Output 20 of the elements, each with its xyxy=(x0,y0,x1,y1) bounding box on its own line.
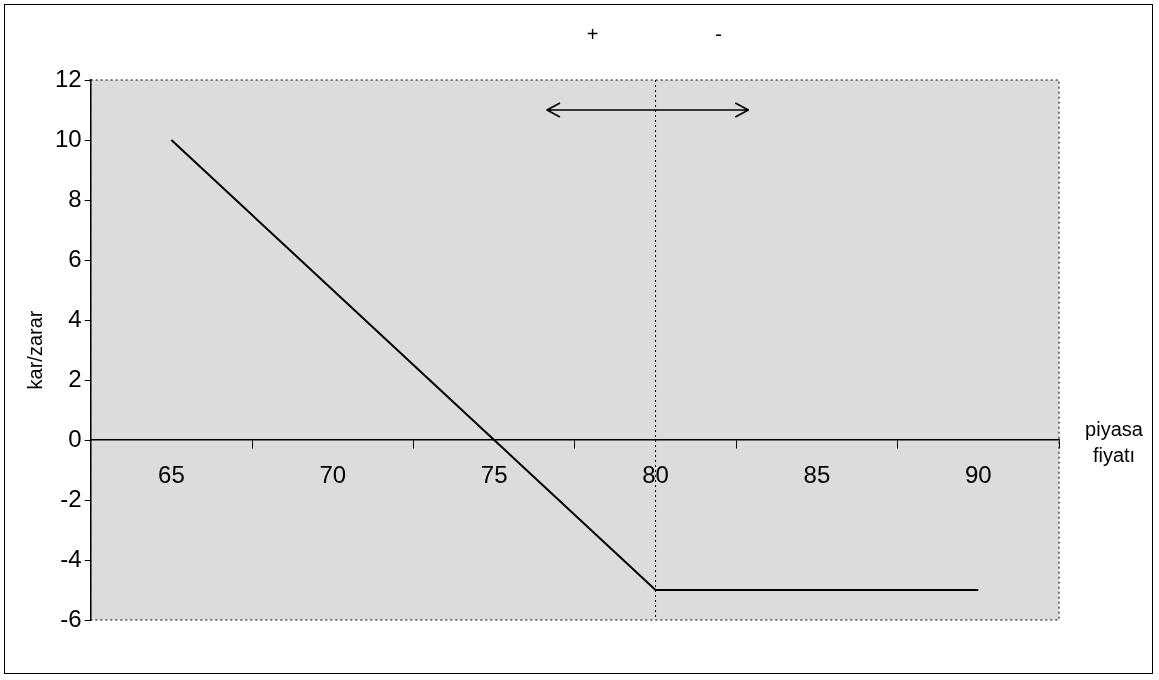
text: - xyxy=(715,22,722,45)
y-tick-label: -6 xyxy=(60,604,82,632)
x-tick-label: 75 xyxy=(480,461,508,489)
y-axis-title: kar/zarar xyxy=(23,310,46,390)
y-tick-label: 4 xyxy=(68,304,82,332)
y-tick-label: 2 xyxy=(68,364,82,392)
text: + xyxy=(586,22,599,45)
x-tick-label: 85 xyxy=(803,461,831,489)
y-tick-label: -4 xyxy=(60,544,82,572)
x-tick-label: 65 xyxy=(158,461,185,489)
x-tick-label: 70 xyxy=(319,461,347,489)
y-tick-label: 10 xyxy=(54,124,82,152)
y-tick-label: -2 xyxy=(60,484,82,512)
x-tick-label: 90 xyxy=(964,461,992,489)
y-tick-label: 6 xyxy=(68,244,82,272)
x-tick-label: 80 xyxy=(642,461,669,489)
y-tick-label: 0 xyxy=(68,424,82,452)
y-tick-label: 12 xyxy=(54,64,82,92)
y-tick-label: 8 xyxy=(68,184,82,212)
x-axis-title: piyasa fiyatı xyxy=(1085,417,1144,466)
